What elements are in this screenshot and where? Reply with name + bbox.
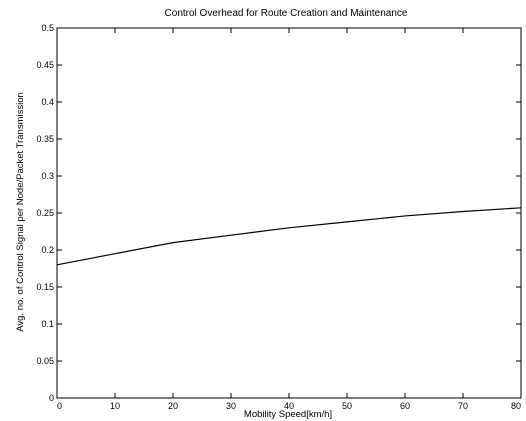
y-tick-label: 0.4 bbox=[41, 97, 54, 107]
x-tick-label: 30 bbox=[226, 401, 236, 411]
y-tick-label: 0.45 bbox=[36, 60, 54, 70]
y-tick-label: 0.15 bbox=[36, 282, 54, 292]
y-tick-label: 0.1 bbox=[41, 319, 54, 329]
series-line bbox=[56, 207, 522, 266]
y-axis-label: Avg. no. of Control Signal per Node/Pack… bbox=[15, 92, 26, 332]
y-tick-label: 0.2 bbox=[41, 245, 54, 255]
chart-title: Control Overhead for Route Creation and … bbox=[165, 8, 408, 19]
x-tick-label: 50 bbox=[342, 401, 352, 411]
y-tick-label: 0.25 bbox=[36, 208, 54, 218]
x-tick-label: 40 bbox=[284, 401, 294, 411]
x-tick-label: 0 bbox=[57, 401, 62, 411]
x-tick-label: 20 bbox=[168, 401, 178, 411]
y-tick-label: 0.3 bbox=[41, 171, 54, 181]
y-tick-label: 0.5 bbox=[41, 23, 54, 33]
x-tick-label: 10 bbox=[110, 401, 120, 411]
plot-area: 0 0.05 0.1 0.15 0.2 0.25 0.3 0.35 0.4 0.45 0.5 0 10 2… bbox=[36, 23, 522, 411]
y-tick-label: 0.35 bbox=[36, 134, 54, 144]
x-tick-label: 80 bbox=[511, 401, 521, 411]
y-tick-label: 0.05 bbox=[36, 356, 54, 366]
x-tick-label: 60 bbox=[400, 401, 410, 411]
x-tick-label: 70 bbox=[458, 401, 468, 411]
x-axis-label: Mobility Speed[km/h] bbox=[244, 409, 332, 420]
y-tick-label: 0 bbox=[49, 393, 54, 403]
